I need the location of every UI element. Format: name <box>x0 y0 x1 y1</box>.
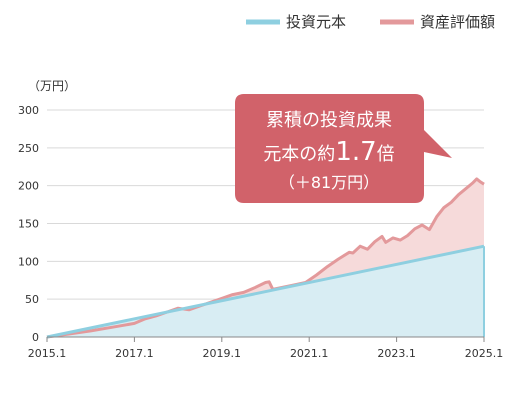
legend-asset-label: 資産評価額 <box>420 13 495 31</box>
x-tick-label: 2019.1 <box>203 347 242 360</box>
y-tick-label: 0 <box>32 331 39 344</box>
callout-line3: （＋81万円） <box>279 173 379 192</box>
y-tick-label: 200 <box>18 180 39 193</box>
legend-principal-label: 投資元本 <box>286 13 346 31</box>
y-tick-label: 100 <box>18 255 39 268</box>
x-tick-label: 2017.1 <box>115 347 154 360</box>
callout: 累積の投資成果 元本の約1.7倍 （＋81万円） <box>235 94 452 203</box>
y-tick-label: 50 <box>25 293 39 306</box>
callout-line2: 元本の約1.7倍 <box>263 137 394 167</box>
x-axis-ticks: 2015.1 2017.1 2019.1 2021.1 2023.1 2025.1 <box>28 336 504 360</box>
y-tick-label: 150 <box>18 218 39 231</box>
legend: 投資元本 資産評価額 <box>246 13 495 31</box>
callout-line2-suffix: 倍 <box>377 144 395 165</box>
y-tick-label: 250 <box>18 142 39 155</box>
series-line-principal <box>46 244 485 339</box>
y-axis-unit-label: （万円） <box>28 79 76 93</box>
x-tick-label: 2023.1 <box>377 347 416 360</box>
callout-bubble <box>235 94 452 203</box>
y-tick-label: 300 <box>18 104 39 117</box>
x-tick-label: 2015.1 <box>28 347 67 360</box>
x-tick-label: 2025.1 <box>465 347 504 360</box>
y-axis-ticks: 0 50 100 150 200 250 300 <box>18 104 39 344</box>
plot-area <box>46 177 485 339</box>
callout-line1: 累積の投資成果 <box>266 110 392 131</box>
callout-line2-value: 1.7 <box>335 137 376 167</box>
callout-line2-prefix: 元本の約 <box>263 144 335 165</box>
x-tick-label: 2021.1 <box>290 347 329 360</box>
